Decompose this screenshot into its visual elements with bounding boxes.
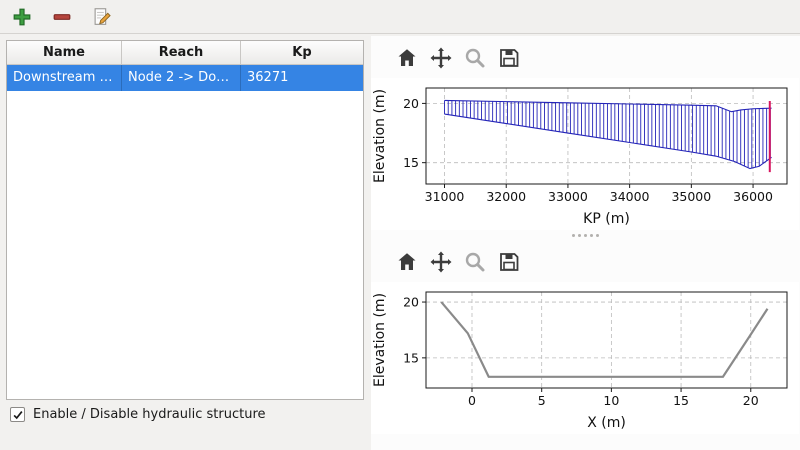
svg-text:KP (m): KP (m) <box>583 211 630 227</box>
svg-text:20: 20 <box>743 393 759 408</box>
pan-button[interactable] <box>427 248 455 276</box>
svg-text:34000: 34000 <box>610 189 650 204</box>
check-icon <box>13 410 23 419</box>
home-icon <box>398 49 416 66</box>
profile-plot-toolbar <box>371 36 800 78</box>
svg-text:20: 20 <box>403 295 419 310</box>
cell-reach: Node 2 -> Down... <box>122 65 241 91</box>
plus-icon <box>13 8 31 25</box>
svg-text:33000: 33000 <box>548 189 588 204</box>
svg-text:Elevation (m): Elevation (m) <box>372 293 388 387</box>
svg-text:32000: 32000 <box>486 189 526 204</box>
svg-text:31000: 31000 <box>425 189 465 204</box>
add-structure-button[interactable] <box>10 4 36 30</box>
zoom-icon <box>465 252 485 272</box>
cross-section-chart[interactable]: 0 5 10 15 20 15 20 X (m) Elevation (m) <box>371 282 799 434</box>
pan-icon <box>430 251 452 273</box>
horizontal-splitter[interactable] <box>371 230 800 240</box>
svg-text:Elevation (m): Elevation (m) <box>372 89 388 183</box>
cross-section-plot-toolbar <box>371 240 800 282</box>
cell-name: Downstream weir <box>7 65 122 91</box>
longitudinal-profile-section: 31000 32000 33000 34000 35000 36000 15 20 KP (m)… <box>371 36 800 230</box>
svg-text:15: 15 <box>403 155 419 170</box>
cell-kp: 36271 <box>247 70 289 85</box>
column-header-kp[interactable]: Kp <box>292 45 312 60</box>
home-button[interactable] <box>393 44 421 72</box>
enable-structure-checkbox[interactable] <box>10 407 25 422</box>
home-button[interactable] <box>393 248 421 276</box>
edit-icon <box>94 7 111 25</box>
pan-button[interactable] <box>427 44 455 72</box>
edit-structure-button[interactable] <box>90 4 116 30</box>
zoom-icon <box>465 48 485 68</box>
pan-icon <box>430 47 452 69</box>
cross-section-section: 0 5 10 15 20 15 20 X (m) Elevation (m) <box>371 240 800 434</box>
svg-text:20: 20 <box>403 96 419 111</box>
svg-text:X (m): X (m) <box>587 415 626 431</box>
minus-icon <box>53 13 71 20</box>
svg-text:35000: 35000 <box>671 189 711 204</box>
column-header-name[interactable]: Name <box>7 41 122 64</box>
table-header: Name Reach Kp <box>7 41 363 65</box>
zoom-button[interactable] <box>461 248 489 276</box>
zoom-button[interactable] <box>461 44 489 72</box>
svg-text:15: 15 <box>403 350 419 365</box>
enable-structure-row: Enable / Disable hydraulic structure <box>10 407 266 422</box>
main-toolbar <box>0 0 800 34</box>
save-button[interactable] <box>495 44 523 72</box>
longitudinal-profile-chart[interactable]: 31000 32000 33000 34000 35000 36000 15 20 KP (m)… <box>371 78 799 230</box>
enable-structure-label: Enable / Disable hydraulic structure <box>33 407 266 422</box>
remove-structure-button[interactable] <box>50 4 76 30</box>
save-icon <box>500 49 519 67</box>
table-row-downstream-weir[interactable]: Downstream weir Node 2 -> Down... 36271 <box>7 65 363 91</box>
column-header-reach[interactable]: Reach <box>122 41 241 64</box>
svg-text:15: 15 <box>673 393 689 408</box>
home-icon <box>398 253 416 270</box>
svg-text:36000: 36000 <box>733 189 773 204</box>
plots-panel: 31000 32000 33000 34000 35000 36000 15 20 KP (m)… <box>371 36 800 450</box>
save-icon <box>500 253 519 271</box>
svg-text:10: 10 <box>603 393 619 408</box>
structures-panel: Name Reach Kp Downstream weir Node 2 -> … <box>6 40 364 400</box>
svg-text:0: 0 <box>468 393 476 408</box>
save-button[interactable] <box>495 248 523 276</box>
svg-text:5: 5 <box>538 393 546 408</box>
